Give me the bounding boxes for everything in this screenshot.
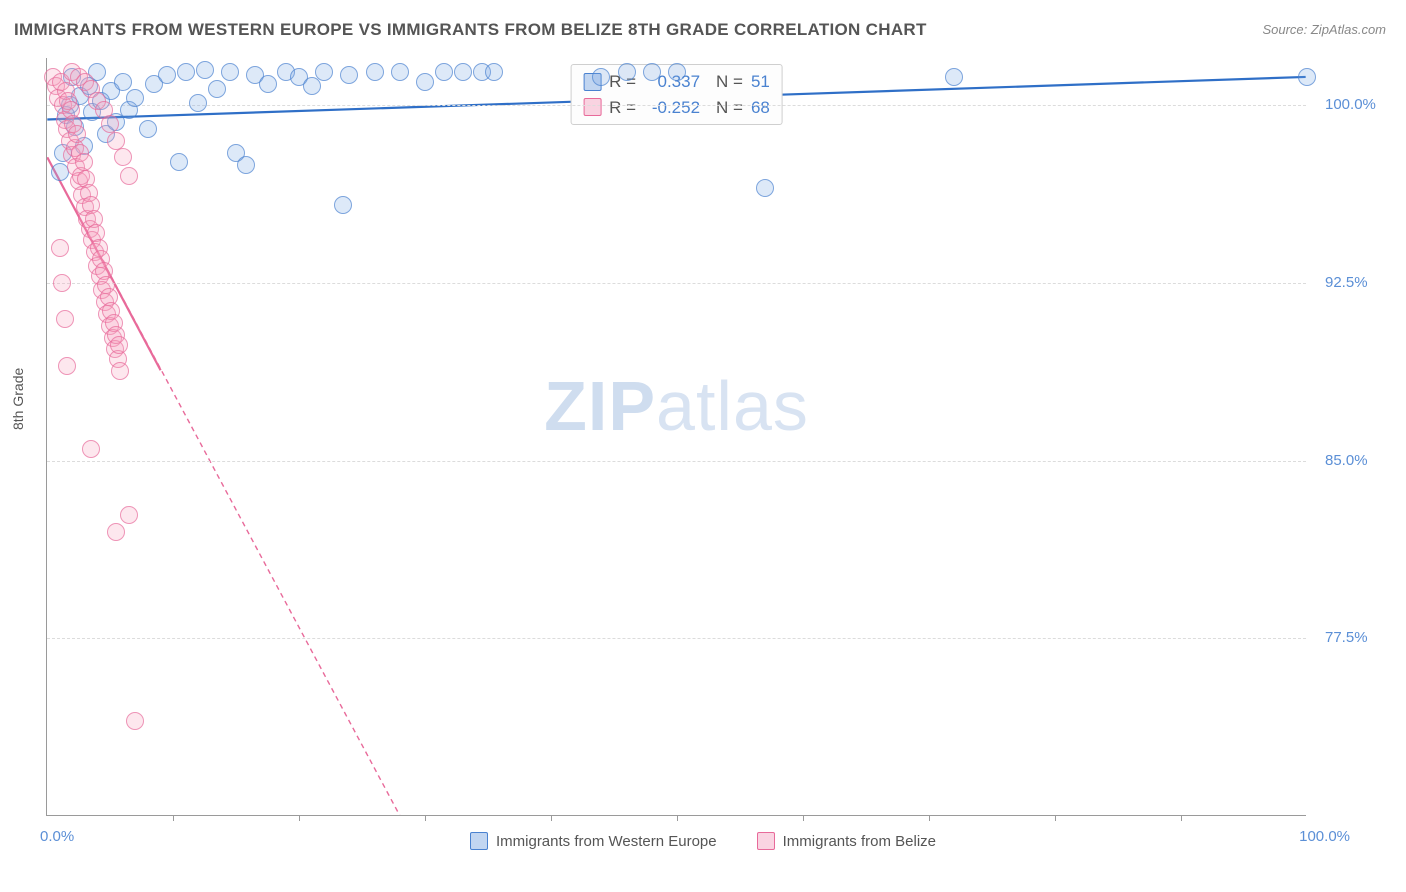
data-point xyxy=(114,73,132,91)
n-label: N = xyxy=(716,69,743,95)
gridline xyxy=(47,105,1306,106)
x-tick xyxy=(1181,815,1182,821)
r-label: R = xyxy=(609,95,636,121)
data-point xyxy=(618,63,636,81)
data-point xyxy=(120,167,138,185)
y-axis-title: 8th Grade xyxy=(10,368,26,430)
watermark-bold: ZIP xyxy=(544,367,656,445)
plot-area: ZIPatlas R = 0.337 N = 51 R = -0.252 N =… xyxy=(46,58,1306,816)
data-point xyxy=(110,336,128,354)
y-tick-label: 92.5% xyxy=(1325,274,1368,291)
data-point xyxy=(170,153,188,171)
data-point xyxy=(114,148,132,166)
x-tick xyxy=(1055,815,1056,821)
gridline xyxy=(47,283,1306,284)
data-point xyxy=(668,63,686,81)
n-label: N = xyxy=(716,95,743,121)
watermark-light: atlas xyxy=(656,367,809,445)
data-point xyxy=(416,73,434,91)
data-point xyxy=(643,63,661,81)
data-point xyxy=(53,274,71,292)
data-point xyxy=(101,115,119,133)
watermark: ZIPatlas xyxy=(544,366,809,446)
data-point xyxy=(111,362,129,380)
legend-label: Immigrants from Western Europe xyxy=(496,833,717,850)
n-value: 68 xyxy=(751,95,770,121)
data-point xyxy=(177,63,195,81)
data-point xyxy=(435,63,453,81)
x-tick xyxy=(929,815,930,821)
x-tick xyxy=(551,815,552,821)
trend-lines xyxy=(47,58,1306,815)
data-point xyxy=(208,80,226,98)
data-point xyxy=(68,125,86,143)
bottom-legend: Immigrants from Western Europe Immigrants… xyxy=(0,832,1406,850)
chart-container: IMMIGRANTS FROM WESTERN EUROPE VS IMMIGR… xyxy=(0,0,1406,892)
y-tick-label: 100.0% xyxy=(1325,96,1376,113)
x-tick xyxy=(173,815,174,821)
gridline xyxy=(47,461,1306,462)
x-tick xyxy=(299,815,300,821)
data-point xyxy=(58,357,76,375)
data-point xyxy=(366,63,384,81)
data-point xyxy=(340,66,358,84)
data-point xyxy=(315,63,333,81)
r-value: -0.252 xyxy=(644,95,700,121)
x-tick xyxy=(677,815,678,821)
legend-swatch xyxy=(583,98,601,116)
data-point xyxy=(126,712,144,730)
data-point xyxy=(391,63,409,81)
data-point xyxy=(756,179,774,197)
y-tick-label: 85.0% xyxy=(1325,452,1368,469)
data-point xyxy=(82,440,100,458)
data-point xyxy=(592,68,610,86)
data-point xyxy=(139,120,157,138)
data-point xyxy=(237,156,255,174)
data-point xyxy=(303,77,321,95)
data-point xyxy=(158,66,176,84)
legend-item: Immigrants from Belize xyxy=(757,832,936,850)
data-point xyxy=(75,153,93,171)
legend-item: Immigrants from Western Europe xyxy=(470,832,717,850)
data-point xyxy=(51,239,69,257)
legend-swatch xyxy=(470,832,488,850)
source-label: Source: ZipAtlas.com xyxy=(1262,22,1386,37)
data-point xyxy=(107,132,125,150)
data-point xyxy=(120,506,138,524)
legend-label: Immigrants from Belize xyxy=(783,833,936,850)
data-point xyxy=(1298,68,1316,86)
data-point xyxy=(945,68,963,86)
data-point xyxy=(259,75,277,93)
data-point xyxy=(454,63,472,81)
data-point xyxy=(334,196,352,214)
data-point xyxy=(126,89,144,107)
gridline xyxy=(47,638,1306,639)
data-point xyxy=(51,163,69,181)
y-tick-label: 77.5% xyxy=(1325,629,1368,646)
data-point xyxy=(485,63,503,81)
stats-legend-row: R = -0.252 N = 68 xyxy=(583,95,770,121)
data-point xyxy=(189,94,207,112)
data-point xyxy=(107,523,125,541)
chart-title: IMMIGRANTS FROM WESTERN EUROPE VS IMMIGR… xyxy=(14,20,927,40)
legend-swatch xyxy=(757,832,775,850)
x-tick xyxy=(803,815,804,821)
data-point xyxy=(56,310,74,328)
n-value: 51 xyxy=(751,69,770,95)
data-point xyxy=(196,61,214,79)
x-tick xyxy=(425,815,426,821)
data-point xyxy=(221,63,239,81)
